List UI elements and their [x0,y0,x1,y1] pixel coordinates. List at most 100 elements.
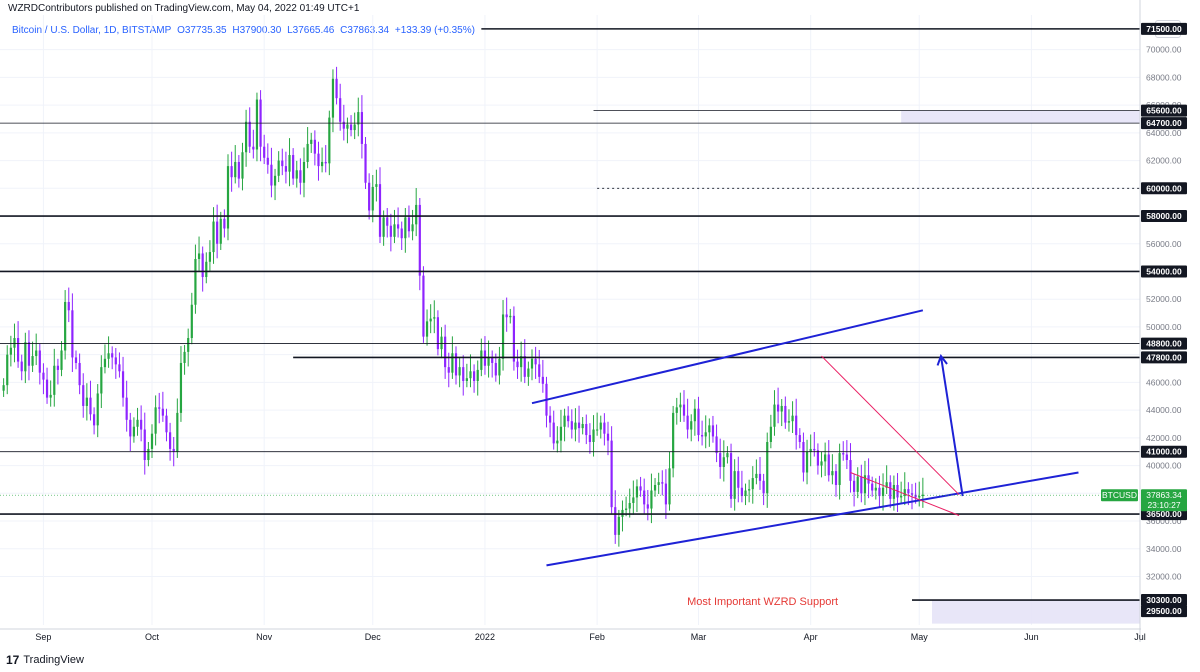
candle-body [230,166,233,178]
time-axis[interactable]: Sep Oct Nov Dec 2022 Feb Mar Apr May Jun Jul [0,628,1146,642]
candle-body [74,357,78,363]
trend-line[interactable] [850,472,960,516]
candle-body [67,301,70,311]
level-price-badge [1141,265,1187,278]
candle-body [465,378,468,381]
candle-body [281,160,284,167]
tradingview-logo-icon: 17 [6,653,20,667]
candle-body [784,405,787,423]
symbol-tag-label: BTCUSD [1102,490,1137,500]
candle-body [342,121,345,129]
candle-body [9,347,12,355]
candle-body [6,354,9,386]
candle-body [881,487,885,497]
candle-body [295,170,298,179]
candle-body [56,365,60,370]
candle-body [733,471,736,499]
candle-body [273,175,277,186]
y-tick-label: 50000.00 [1146,322,1182,332]
candle-body [802,442,805,473]
candle-body [682,404,686,416]
candle-body [530,358,534,369]
candle-body [509,315,512,318]
candle-body [871,483,874,491]
candle-body [842,453,845,455]
candle-body [672,412,675,469]
last-price-badge [1141,489,1187,512]
tradingview-footer[interactable]: 17 TradingView [6,653,84,667]
candle-body [404,217,407,239]
symbol-name[interactable]: Bitcoin / U.S. Dollar, 1D, BITSTAMP [12,25,172,36]
candle-body [498,358,501,376]
candle-body [216,221,219,244]
level-price-label: 29500.00 [1146,606,1182,616]
candle-body [194,259,197,305]
candle-body [320,161,324,167]
candles [2,66,924,547]
projection-arrow[interactable] [939,355,964,497]
candle-body [780,405,783,412]
candle-body [45,379,49,398]
candle-body [512,315,516,362]
candle-body [791,415,794,422]
candle-body [241,152,244,179]
candle-body [103,358,107,368]
candle-body [487,357,490,366]
candle-body [436,317,440,350]
candle-body [375,184,378,187]
candle-body [831,471,834,476]
candle-body [313,139,316,154]
candle-body [845,454,848,461]
candle-body [201,253,204,278]
candle-body [371,186,374,211]
candle-body [310,139,313,144]
candle-body [183,351,186,363]
zone-box [901,110,1140,124]
candle-body [548,415,552,423]
candle-body [237,161,240,179]
candle-body [563,415,566,427]
x-tick-label: Oct [145,632,160,642]
trend-line[interactable] [531,309,924,405]
ohlc-close: C37863.34 [340,25,390,36]
candle-body [491,357,494,363]
candle-body [776,404,780,412]
candle-body [505,314,508,318]
trend-line[interactable] [821,355,960,496]
candle-body [610,440,613,508]
y-tick-label: 46000.00 [1146,377,1182,387]
candle-body [143,429,146,461]
candle-body [758,473,762,481]
candle-body [748,489,751,491]
y-tick-label: 68000.00 [1146,72,1182,82]
y-tick-label: 62000.00 [1146,156,1182,166]
candle-body [382,217,385,237]
candle-body [411,224,414,232]
candle-body [71,310,74,358]
symbol-tag-badge [1101,489,1138,502]
candle-body [284,166,288,172]
candle-body [646,504,649,509]
candle-body [729,453,733,499]
candle-body [107,353,110,359]
candle-body [82,385,85,406]
y-tick-label: 70000.00 [1146,45,1182,55]
x-tick-label: Feb [589,632,605,642]
price-axis[interactable]: 70000.0068000.0066000.0064000.0062000.00… [1139,0,1187,642]
candle-body [100,367,103,394]
candle-body [838,453,841,485]
candle-body [577,422,581,429]
candle-body [592,429,595,442]
candle-body [111,353,114,358]
candle-body [212,221,215,253]
candle-body [769,426,772,442]
x-tick-label: Nov [256,632,273,642]
candle-body [176,412,179,452]
candle-body [418,204,421,276]
candle-body [24,342,27,372]
trend-line[interactable] [546,471,1079,567]
candle-body [639,486,642,491]
candle-body [813,448,816,451]
candle-body [527,368,530,377]
